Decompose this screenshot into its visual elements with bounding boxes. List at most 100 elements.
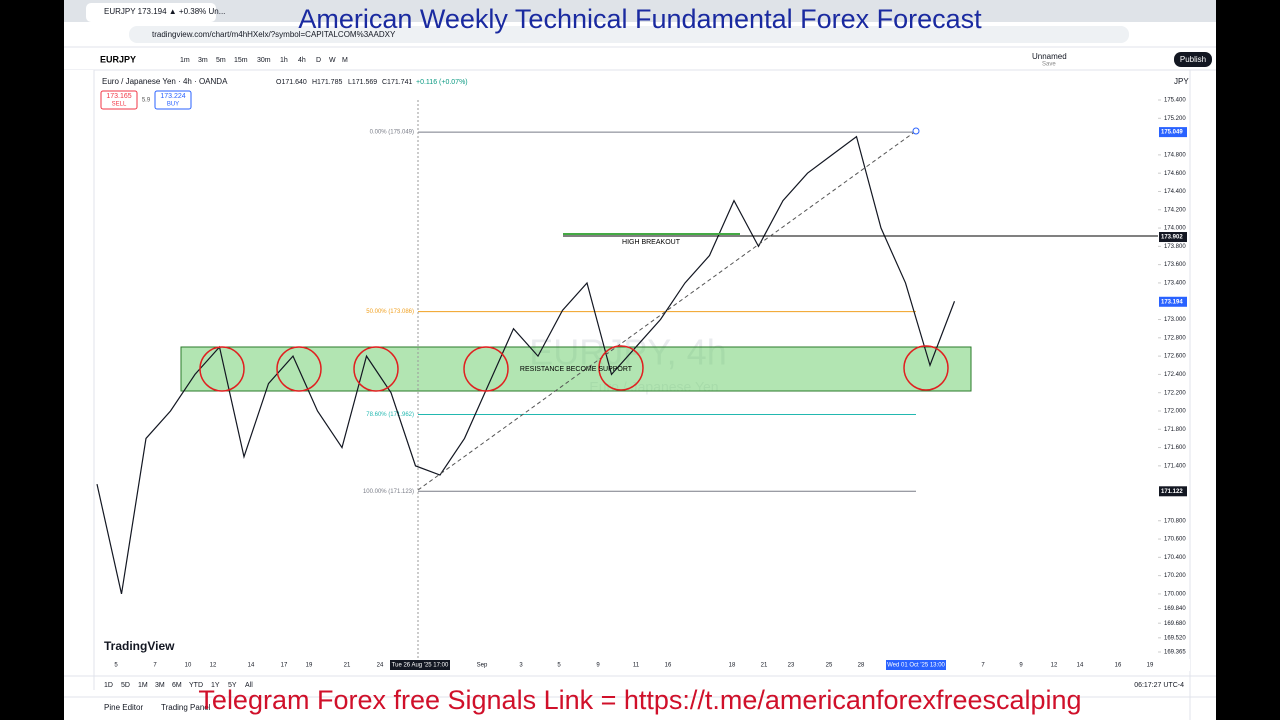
time-label: 12	[1051, 663, 1058, 669]
price-tick-label: 170.400	[1164, 555, 1186, 561]
fib-label: 100.00% (171.123)	[363, 489, 414, 495]
price-badge	[1159, 127, 1187, 138]
legend-open: O171.640	[276, 79, 307, 86]
time-label: Sep	[477, 663, 488, 669]
interval[interactable]: 4h	[298, 57, 306, 64]
interval[interactable]: 1m	[180, 57, 190, 64]
sell-button[interactable]	[100, 90, 138, 110]
range[interactable]: 1D	[104, 682, 113, 689]
price-tick-label: 171.800	[1164, 427, 1186, 433]
time-label: 5	[114, 663, 118, 669]
circle	[463, 346, 509, 392]
buy-price: 173.224	[160, 93, 185, 100]
screen: EURJPY 173.194 ▲ +0.38% Un... tradingvie…	[64, 0, 1216, 720]
interval[interactable]: 5m	[216, 57, 226, 64]
time-label: 19	[306, 663, 313, 669]
price-tick-label: 172.600	[1164, 354, 1186, 360]
price-tick-label: 174.800	[1164, 152, 1186, 158]
price-tick-label: 173.400	[1164, 281, 1186, 287]
price-tick-label: 172.400	[1164, 372, 1186, 378]
price-tick-label: 173.800	[1164, 244, 1186, 250]
price-badge	[1159, 232, 1187, 243]
tab[interactable]: Pine Editor	[104, 703, 143, 712]
time-axis	[95, 659, 1190, 671]
price-badge-label: 173.902	[1161, 235, 1183, 241]
app: EURJPY 173.194 ▲ +0.38% Un... tradingvie…	[64, 0, 1216, 720]
time-label: 9	[1019, 663, 1023, 669]
sell-label: SELL	[112, 102, 127, 108]
buy-button[interactable]	[154, 90, 192, 110]
time-label: 16	[665, 663, 672, 669]
legend-name: Euro / Japanese Yen · 4h · OANDA	[102, 77, 228, 86]
range[interactable]: 5Y	[228, 682, 237, 689]
interval[interactable]: D	[316, 57, 321, 64]
price-tick-label: 173.600	[1164, 262, 1186, 268]
price-tick-label: 169.520	[1164, 635, 1186, 641]
time-label: 21	[761, 663, 768, 669]
price-tick-label: 169.365	[1164, 650, 1186, 656]
price-tick-label: 174.000	[1164, 226, 1186, 232]
price-tick-label: 171.400	[1164, 463, 1186, 469]
time-label: 17	[281, 663, 288, 669]
price-tick-label: 169.680	[1164, 621, 1186, 627]
time-label: 7	[153, 663, 157, 669]
time-label: 3	[519, 663, 523, 669]
price-tick-label: 175.200	[1164, 116, 1186, 122]
fib-label: 50.00% (173.086)	[366, 309, 414, 315]
time-label: 14	[248, 663, 255, 669]
spread: 5.9	[142, 98, 151, 104]
time-label: 18	[729, 663, 736, 669]
tab[interactable]	[86, 3, 216, 22]
circle	[903, 345, 949, 391]
range[interactable]: 1M	[138, 682, 148, 689]
circle	[276, 346, 322, 392]
price-badge-label: 171.122	[1161, 489, 1183, 495]
time-label: 5	[557, 663, 561, 669]
support-zone	[180, 346, 972, 392]
symbol[interactable]: EURJPY	[100, 54, 136, 64]
tab-bar	[64, 0, 1216, 22]
interval[interactable]: 30m	[257, 57, 271, 64]
annotation: RESISTANCE BECOME SUPPORT	[520, 366, 633, 373]
circle	[598, 345, 644, 391]
address-bar[interactable]	[129, 26, 1129, 43]
interval[interactable]: M	[342, 57, 348, 64]
range[interactable]: 6M	[172, 682, 182, 689]
overlay-title: American Weekly Technical Fundamental Fo…	[298, 4, 982, 34]
circle	[353, 346, 399, 392]
price-tick-label: 172.200	[1164, 390, 1186, 396]
price-badge	[1159, 296, 1187, 307]
price-tick-label: 172.000	[1164, 409, 1186, 415]
clock: 06:17:27 UTC-4	[1134, 682, 1184, 689]
range[interactable]: 3M	[155, 682, 165, 689]
time-label: 16	[1115, 663, 1122, 669]
interval[interactable]: W	[329, 57, 336, 64]
time-label: 10	[185, 663, 192, 669]
tab-title: EURJPY 173.194 ▲ +0.38% Un...	[104, 7, 225, 16]
tab[interactable]: Trading Panel	[161, 703, 211, 712]
price-tick-label: 169.840	[1164, 606, 1186, 612]
interval[interactable]: 15m	[234, 57, 248, 64]
circle	[199, 346, 245, 392]
price-tick-label: 170.800	[1164, 518, 1186, 524]
range[interactable]: 5D	[121, 682, 130, 689]
trend-line	[417, 130, 917, 491]
currency: JPY	[1174, 77, 1189, 86]
range[interactable]: All	[245, 682, 253, 689]
time-label: 19	[1147, 663, 1154, 669]
time-label: 7	[981, 663, 985, 669]
interval[interactable]: 3m	[198, 57, 208, 64]
time-label: 14	[1077, 663, 1084, 669]
layout-name[interactable]: Unnamed	[1032, 52, 1067, 61]
range[interactable]: 1Y	[211, 682, 220, 689]
time-badge	[390, 660, 450, 670]
price-tick-label: 175.400	[1164, 98, 1186, 104]
price-tick-label: 171.600	[1164, 445, 1186, 451]
time-label: 12	[210, 663, 217, 669]
price-tick-label: 173.000	[1164, 317, 1186, 323]
publish-button[interactable]	[1174, 52, 1212, 67]
interval[interactable]: 1h	[280, 57, 288, 64]
range[interactable]: YTD	[189, 682, 203, 689]
left-toolbar	[64, 70, 94, 690]
